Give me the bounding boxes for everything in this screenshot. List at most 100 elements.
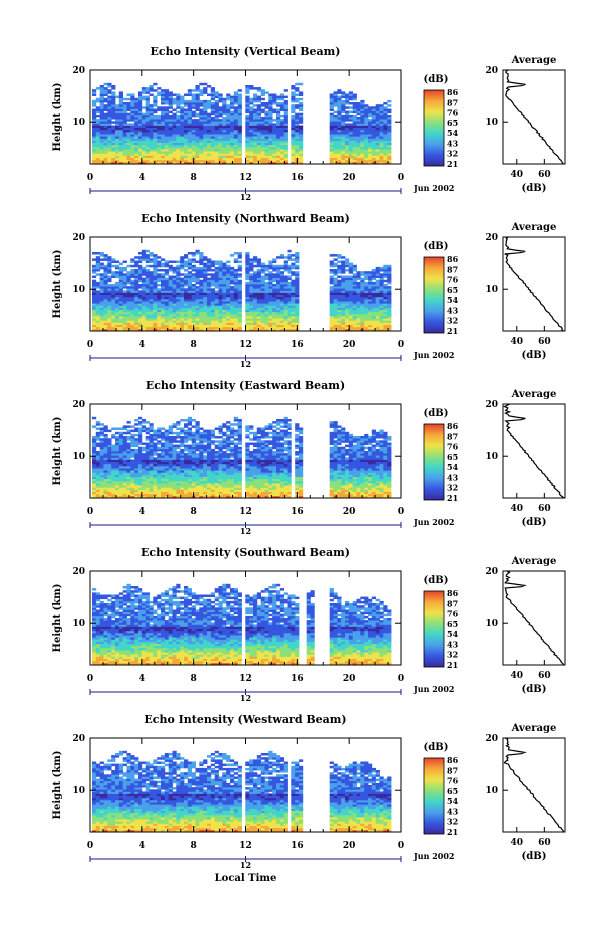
- heatmap-cell: [230, 125, 235, 128]
- heatmap-cell: [272, 318, 277, 321]
- heatmap-cell: [122, 277, 127, 281]
- heatmap-cell: [168, 311, 173, 315]
- heatmap-cell: [375, 144, 380, 148]
- heatmap-cell: [360, 112, 365, 116]
- heatmap-cell: [218, 309, 223, 313]
- heatmap-cell: [291, 125, 296, 128]
- heatmap-cell: [379, 328, 384, 332]
- heatmap-cell: [199, 252, 204, 255]
- heatmap-cell: [218, 264, 223, 268]
- heatmap-cell: [299, 161, 304, 165]
- heatmap-cell: [214, 262, 219, 266]
- heatmap-cell: [103, 256, 108, 259]
- heatmap-cell: [168, 161, 173, 165]
- heatmap-cell: [291, 123, 296, 126]
- heatmap-cell: [299, 119, 304, 122]
- heatmap-cell: [115, 305, 120, 308]
- heatmap-cell: [111, 326, 116, 330]
- heatmap-cell: [111, 489, 116, 492]
- heatmap-cell: [345, 149, 350, 152]
- average-frame: [502, 236, 566, 332]
- heatmap-cell: [264, 119, 269, 122]
- heatmap-cell: [118, 271, 123, 274]
- heatmap-cell: [283, 275, 288, 278]
- heatmap-cell: [264, 140, 269, 143]
- heatmap-cell: [195, 102, 200, 105]
- heatmap-cell: [279, 123, 284, 126]
- heatmap-cell: [153, 149, 158, 152]
- heatmap-cell: [168, 93, 173, 96]
- heatmap-cell: [218, 311, 223, 315]
- heatmap-cell: [276, 129, 281, 133]
- heatmap-cell: [138, 480, 143, 484]
- heatmap-cell: [345, 269, 350, 272]
- heatmap-cell: [153, 127, 158, 131]
- heatmap-cell: [134, 311, 139, 315]
- heatmap-cell: [287, 305, 292, 308]
- heatmap-cell: [122, 142, 127, 146]
- heatmap-cell: [138, 136, 143, 139]
- heatmap-cell: [111, 448, 116, 452]
- heatmap-cell: [134, 448, 139, 452]
- heatmap-cell: [230, 153, 235, 156]
- heatmap-cell: [233, 318, 238, 321]
- heatmap-cell: [352, 104, 357, 107]
- heatmap-cell: [245, 102, 250, 105]
- heatmap-cell: [375, 129, 380, 133]
- heatmap-cell: [92, 470, 97, 473]
- heatmap-cell: [145, 421, 150, 424]
- heatmap-cell: [199, 146, 204, 150]
- heatmap-cell: [379, 153, 384, 156]
- heatmap-cell: [341, 284, 346, 287]
- heatmap-cell: [107, 142, 112, 146]
- heatmap-cell: [360, 149, 365, 152]
- heatmap-cell: [226, 326, 231, 330]
- heatmap-cell: [214, 275, 219, 278]
- heatmap-cell: [233, 292, 238, 295]
- colorbar-tick-label: 43: [447, 305, 459, 315]
- heatmap-cell: [222, 264, 227, 268]
- heatmap-cell: [341, 138, 346, 141]
- heatmap-cell: [352, 129, 357, 133]
- heatmap-cell: [138, 459, 143, 462]
- heatmap-cell: [157, 256, 162, 259]
- heatmap-cell: [214, 322, 219, 325]
- heatmap-cell: [176, 146, 181, 150]
- heatmap-cell: [375, 279, 380, 283]
- heatmap-cell: [264, 316, 269, 319]
- heatmap-cell: [168, 159, 173, 163]
- heatmap-cell: [226, 134, 231, 137]
- heatmap-cell: [199, 256, 204, 259]
- heatmap-cell: [99, 446, 104, 450]
- heatmap-cell: [276, 157, 281, 161]
- heatmap-cell: [222, 290, 227, 293]
- heatmap-cell: [164, 318, 169, 321]
- heatmap-cell: [345, 127, 350, 131]
- heatmap-cell: [360, 277, 365, 281]
- heatmap-cell: [149, 457, 154, 460]
- heatmap-cell: [180, 99, 185, 103]
- heatmap-cell: [329, 292, 334, 295]
- heatmap-cell: [230, 296, 235, 300]
- heatmap-cell: [368, 144, 373, 148]
- heatmap-cell: [145, 87, 150, 90]
- heatmap-cell: [168, 277, 173, 281]
- heatmap-cell: [99, 142, 104, 146]
- heatmap-cell: [291, 279, 296, 283]
- heatmap-cell: [383, 117, 388, 120]
- heatmap-cell: [375, 136, 380, 139]
- heatmap-cell: [161, 269, 166, 272]
- heatmap-cell: [168, 149, 173, 152]
- average-y-tick-label: 20: [485, 233, 498, 243]
- heatmap-cell: [168, 125, 173, 128]
- heatmap-cell: [134, 108, 139, 111]
- heatmap-cell: [375, 159, 380, 163]
- heatmap-cell: [199, 305, 204, 308]
- heatmap-cell: [253, 322, 258, 325]
- heatmap-cell: [145, 95, 150, 99]
- heatmap-cell: [283, 296, 288, 300]
- heatmap-cell: [134, 275, 139, 278]
- heatmap-cell: [207, 121, 212, 124]
- heatmap-cell: [95, 313, 100, 317]
- heatmap-cell: [253, 301, 258, 304]
